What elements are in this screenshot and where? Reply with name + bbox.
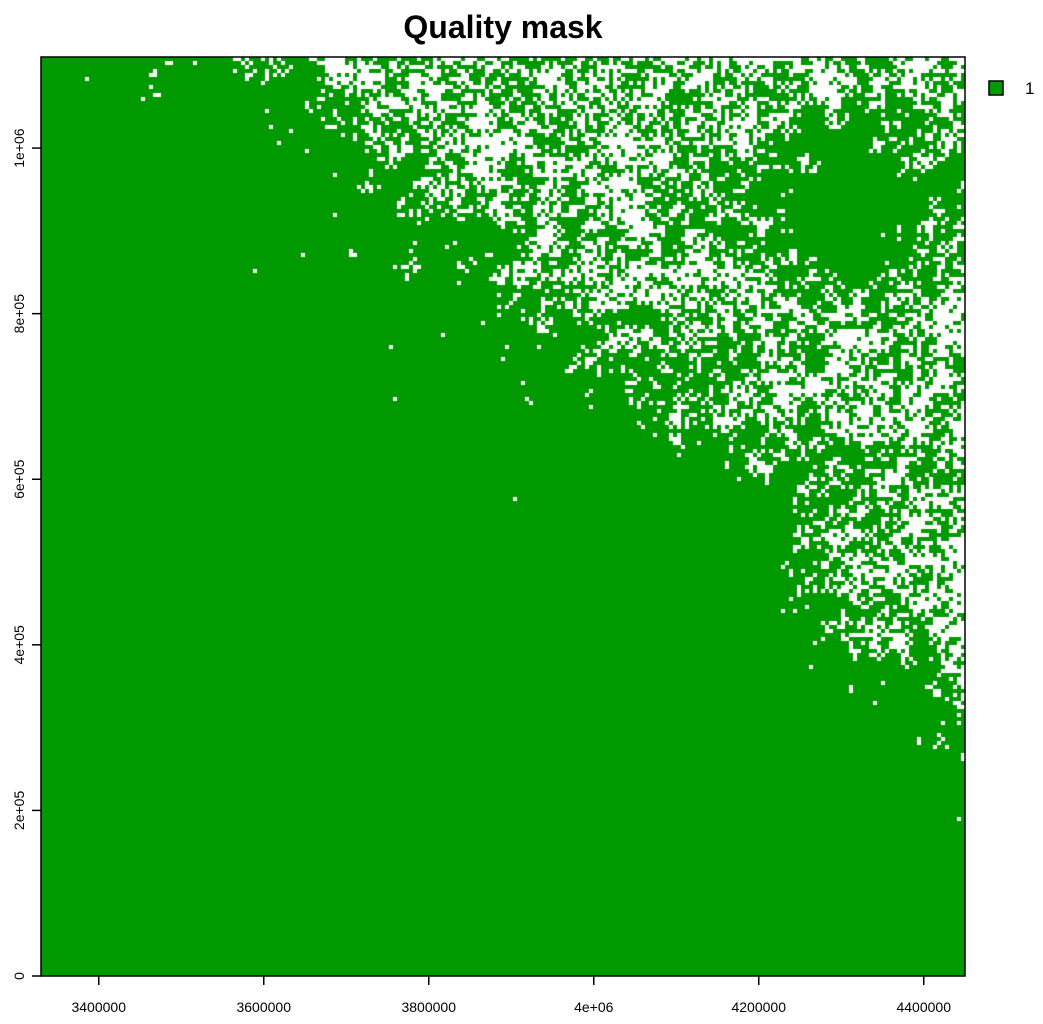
y-tick-label: 8e+05 (11, 294, 27, 334)
y-tick-label: 0 (11, 972, 27, 980)
x-tick-label: 3400000 (71, 999, 126, 1015)
legend: 1 (988, 79, 1034, 98)
chart-title: Quality mask (403, 9, 602, 45)
plot-frame (40, 56, 966, 977)
y-tick-label: 4e+05 (11, 625, 27, 665)
y-tick-label: 6e+05 (11, 459, 27, 499)
legend-swatch (988, 80, 1004, 96)
x-tick-label: 4e+06 (574, 999, 614, 1015)
raster-mask-image (41, 57, 965, 976)
x-tick-label: 4200000 (731, 999, 786, 1015)
legend-label: 1 (1025, 79, 1034, 98)
y-axis: 0 2e+05 4e+05 6e+05 8e+05 1e+06 (11, 128, 41, 980)
y-tick-label: 1e+06 (11, 128, 27, 168)
x-axis: 3400000 3600000 3800000 4e+06 4200000 4400000 (71, 976, 951, 1015)
x-tick-label: 3800000 (401, 999, 456, 1015)
x-tick-label: 4400000 (896, 999, 951, 1015)
x-tick-label: 3600000 (236, 999, 291, 1015)
y-tick-label: 2e+05 (11, 791, 27, 831)
